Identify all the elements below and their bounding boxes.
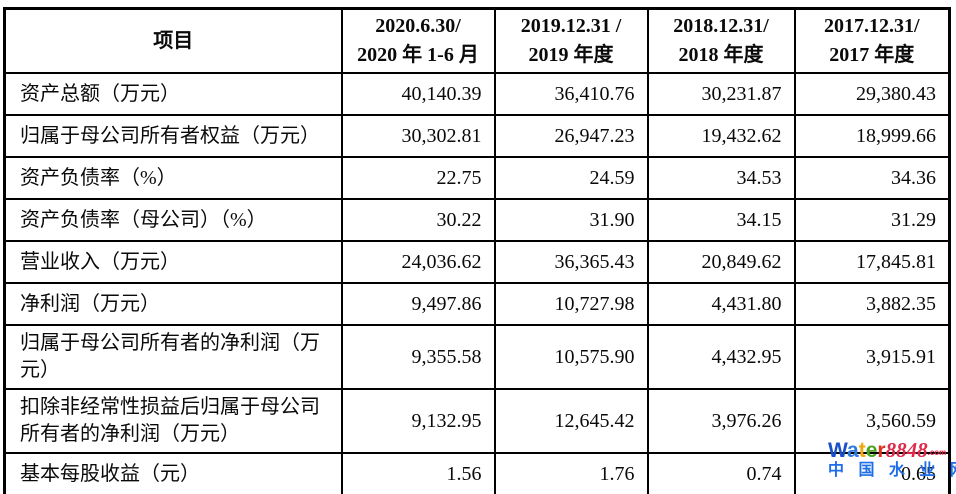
row-label: 营业收入（万元） [3,240,343,284]
value-cell: 4,431.80 [646,282,796,326]
table-row: 扣除非经常性损益后归属于母公司所有者的净利润（万元） 9,132.95 12,645… [3,388,951,454]
table-row: 净利润（万元） 9,497.86 10,727.98 4,431.80 3,882.35 [3,282,951,326]
row-label: 归属于母公司所有者的净利润（万元） [3,324,343,390]
value-cell: 36,410.76 [493,72,649,116]
value-cell: 10,575.90 [493,324,649,390]
value-cell: 36,365.43 [493,240,649,284]
value-cell: 3,976.26 [646,388,796,454]
value-cell: 4,432.95 [646,324,796,390]
value-cell: 20,849.62 [646,240,796,284]
value-cell: 9,497.86 [340,282,496,326]
value-cell: 1.76 [493,452,649,494]
table-header: 项目 2020.6.30/2020 年 1-6 月 2019.12.31 /2019… [3,7,951,74]
table-row: 营业收入（万元） 24,036.62 36,365.43 20,849.62 17,84… [3,240,951,284]
header-line1: 2020.6.30/ [375,15,461,37]
row-label: 资产负债率（%） [3,156,343,200]
table-row: 资产负债率（母公司）（%） 30.22 31.90 34.15 31.29 [3,198,951,242]
table-header-row: 项目 2020.6.30/2020 年 1-6 月 2019.12.31 /2019… [3,7,951,74]
header-line1: 2019.12.31 / [520,15,622,37]
row-label: 基本每股收益（元） [3,452,343,494]
row-label: 扣除非经常性损益后归属于母公司所有者的净利润（万元） [3,388,343,454]
value-cell: 3,915.91 [793,324,951,390]
value-cell: 3,882.35 [793,282,951,326]
row-label: 归属于母公司所有者权益（万元） [3,114,343,158]
value-cell: 17,845.81 [793,240,951,284]
value-cell: 22.75 [340,156,496,200]
value-cell: 0.65 [793,452,951,494]
value-cell: 30.22 [340,198,496,242]
value-cell: 0.74 [646,452,796,494]
value-cell: 34.15 [646,198,796,242]
value-cell: 24,036.62 [340,240,496,284]
table-row: 资产总额（万元） 40,140.39 36,410.76 30,231.87 29,38… [3,72,951,116]
value-cell: 29,380.43 [793,72,951,116]
header-line1: 2017.12.31/ [823,15,920,37]
header-cell: 项目 [3,7,343,74]
header-line1: 项目 [153,29,194,52]
financial-summary-table: 项目 2020.6.30/2020 年 1-6 月 2019.12.31 /2019… [3,7,951,494]
row-label: 资产总额（万元） [3,72,343,116]
table-row: 资产负债率（%） 22.75 24.59 34.53 34.36 [3,156,951,200]
value-cell: 30,302.81 [340,114,496,158]
value-cell: 3,560.59 [793,388,951,454]
header-line2: 2020 年 1-6 月 [357,44,479,66]
header-line2: 2018 年度 [678,44,764,66]
table-row: 归属于母公司所有者的净利润（万元） 9,355.58 10,575.90 4,432.… [3,324,951,390]
value-cell: 9,132.95 [340,388,496,454]
value-cell: 24.59 [493,156,649,200]
value-cell: 12,645.42 [493,388,649,454]
value-cell: 26,947.23 [493,114,649,158]
value-cell: 19,432.62 [646,114,796,158]
value-cell: 10,727.98 [493,282,649,326]
value-cell: 9,355.58 [340,324,496,390]
value-cell: 30,231.87 [646,72,796,116]
value-cell: 18,999.66 [793,114,951,158]
value-cell: 31.29 [793,198,951,242]
value-cell: 31.90 [493,198,649,242]
table-row: 基本每股收益（元） 1.56 1.76 0.74 0.65 [3,452,951,494]
value-cell: 34.53 [646,156,796,200]
row-label: 净利润（万元） [3,282,343,326]
value-cell: 40,140.39 [340,72,496,116]
header-cell: 2020.6.30/2020 年 1-6 月 [340,7,496,74]
header-line2: 2019 年度 [528,44,614,66]
header-cell: 2018.12.31/2018 年度 [646,7,796,74]
header-line1: 2018.12.31/ [673,15,769,37]
row-label: 资产负债率（母公司）（%） [3,198,343,242]
value-cell: 34.36 [793,156,951,200]
table-body: 资产总额（万元） 40,140.39 36,410.76 30,231.87 29,38… [3,72,951,494]
header-line2: 2017 年度 [829,44,915,66]
table-row: 归属于母公司所有者权益（万元） 30,302.81 26,947.23 19,432.… [3,114,951,158]
header-cell: 2017.12.31/2017 年度 [793,7,951,74]
header-cell: 2019.12.31 / 2019 年度 [493,7,649,74]
value-cell: 1.56 [340,452,496,494]
